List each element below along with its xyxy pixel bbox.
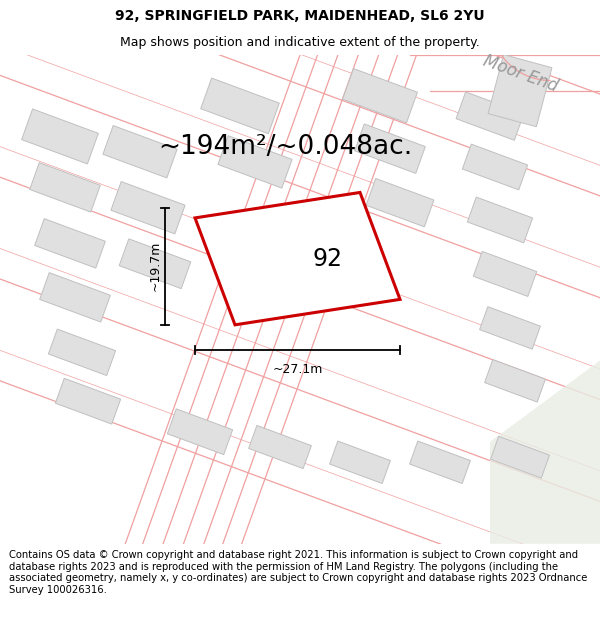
Polygon shape xyxy=(35,219,106,268)
Polygon shape xyxy=(40,272,110,322)
Polygon shape xyxy=(167,409,233,454)
Text: ~27.1m: ~27.1m xyxy=(272,362,323,376)
Polygon shape xyxy=(490,361,600,544)
Polygon shape xyxy=(103,126,177,178)
Polygon shape xyxy=(485,359,545,402)
Polygon shape xyxy=(200,78,280,134)
Polygon shape xyxy=(111,181,185,234)
Polygon shape xyxy=(366,179,434,227)
Polygon shape xyxy=(456,92,524,140)
Polygon shape xyxy=(355,124,425,173)
Polygon shape xyxy=(329,441,391,484)
Polygon shape xyxy=(410,441,470,484)
Polygon shape xyxy=(491,436,550,478)
Polygon shape xyxy=(49,329,116,376)
Text: Contains OS data © Crown copyright and database right 2021. This information is : Contains OS data © Crown copyright and d… xyxy=(9,550,587,595)
Polygon shape xyxy=(29,162,100,212)
Polygon shape xyxy=(467,197,533,243)
Text: Map shows position and indicative extent of the property.: Map shows position and indicative extent… xyxy=(120,36,480,49)
Polygon shape xyxy=(55,378,121,424)
Text: ~194m²/~0.048ac.: ~194m²/~0.048ac. xyxy=(158,134,412,159)
Polygon shape xyxy=(479,307,541,349)
Polygon shape xyxy=(248,426,311,469)
Polygon shape xyxy=(463,144,527,190)
Polygon shape xyxy=(119,239,191,289)
Text: 92, SPRINGFIELD PARK, MAIDENHEAD, SL6 2YU: 92, SPRINGFIELD PARK, MAIDENHEAD, SL6 2Y… xyxy=(115,9,485,24)
Text: ~19.7m: ~19.7m xyxy=(149,241,161,291)
Text: 92: 92 xyxy=(313,247,343,271)
Polygon shape xyxy=(488,54,552,127)
Text: Moor End: Moor End xyxy=(480,51,560,95)
Polygon shape xyxy=(195,192,400,325)
Polygon shape xyxy=(218,136,292,188)
Polygon shape xyxy=(473,251,536,296)
Polygon shape xyxy=(343,69,418,123)
Polygon shape xyxy=(22,109,98,164)
